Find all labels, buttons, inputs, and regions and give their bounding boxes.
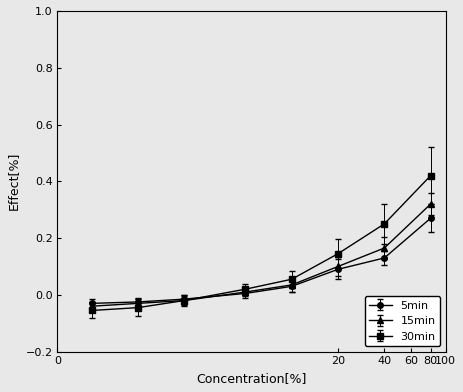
Legend: 5min, 15min, 30min: 5min, 15min, 30min	[365, 296, 440, 346]
X-axis label: Concentration[%]: Concentration[%]	[196, 372, 307, 385]
Y-axis label: Effect[%]: Effect[%]	[7, 152, 20, 211]
